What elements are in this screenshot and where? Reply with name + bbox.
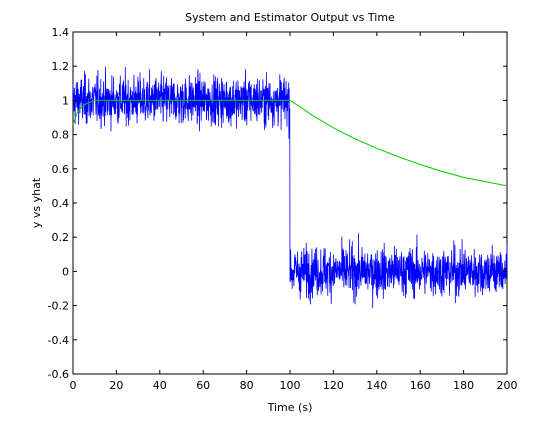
x-tick-label: 100: [280, 379, 301, 392]
x-tick-label: 180: [453, 379, 474, 392]
x-tick-label: 120: [323, 379, 344, 392]
x-tick-label: 200: [497, 379, 518, 392]
y-tick-label: 0.4: [52, 197, 70, 210]
y-tick-label: 1.4: [52, 26, 70, 39]
series-measured-output: [72, 66, 508, 308]
y-tick-label: 0.6: [52, 163, 70, 176]
y-tick-label: 0.8: [52, 129, 70, 142]
y-tick-label: 1.2: [52, 60, 70, 73]
series-estimated-output: [72, 99, 508, 187]
x-tick-label: 160: [410, 379, 431, 392]
x-tick-label: 60: [196, 379, 210, 392]
y-tick-label: 1: [62, 94, 69, 107]
x-tick-label: 0: [70, 379, 77, 392]
x-axis-label: Time (s): [267, 401, 313, 414]
plot-area: 0 20 40 60 80 100 120 140 160 180 200 -0.6 -0.4 -0.2…: [48, 26, 518, 392]
y-tick-label: 0: [62, 265, 69, 278]
x-tick-label: 40: [153, 379, 167, 392]
y-tick-label: -0.6: [48, 368, 69, 381]
x-ticks: 0 20 40 60 80 100 120 140 160 180 200: [70, 32, 518, 392]
y-tick-label: -0.2: [48, 300, 69, 313]
x-tick-label: 140: [366, 379, 387, 392]
chart-title: System and Estimator Output vs Time: [185, 11, 395, 24]
y-axis-label: y vs yhat: [30, 177, 43, 228]
x-tick-label: 80: [240, 379, 254, 392]
y-ticks: -0.6 -0.4 -0.2 0 0.2 0.4 0.6 0.8 1 1.2 1.4: [48, 26, 507, 381]
y-tick-label: 0.2: [52, 231, 70, 244]
y-tick-label: -0.4: [48, 334, 69, 347]
x-tick-label: 20: [109, 379, 123, 392]
